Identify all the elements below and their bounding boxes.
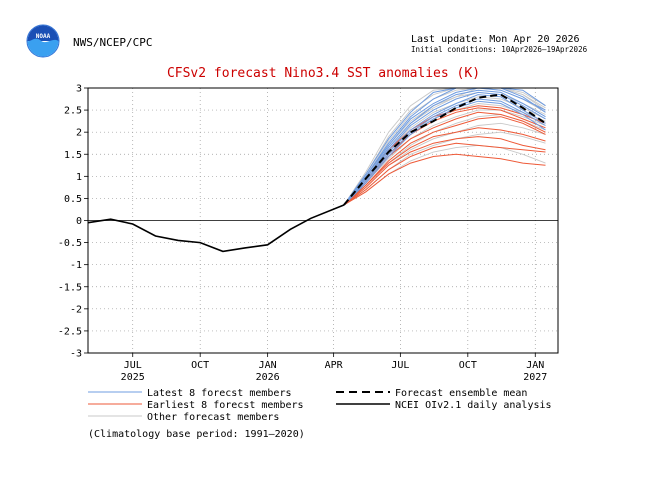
legend-label-latest: Latest 8 forecst members [147, 388, 292, 399]
legend-label-earliest: Earliest 8 forecst members [147, 400, 304, 411]
last-update: Last update: Mon Apr 20 2026 [411, 34, 580, 45]
x-tick-label-month: JAN [259, 360, 277, 371]
earliest-member-line [343, 127, 546, 206]
y-tick-label: 2.5 [64, 106, 82, 117]
y-tick-labels: -3 -2.5 -2 -1.5 -1 -0.5 0 0.5 1 1.5 2 2.5 3 [58, 84, 82, 360]
plot-frame [87, 87, 559, 354]
x-tick-label-year: 2027 [523, 372, 547, 383]
y-tick-label: 1 [76, 172, 82, 183]
y-tick-label: -2.5 [58, 326, 82, 337]
y-tick-label: 0.5 [64, 194, 82, 205]
org-label: NWS/NCEP/CPC [73, 36, 153, 49]
earliest-member-line [343, 153, 546, 206]
x-tick-label-month: OCT [459, 360, 477, 371]
latest-member-line [343, 87, 546, 206]
earliest-member-line [343, 107, 546, 206]
latest-member-line [343, 87, 546, 206]
noaa-logo-text: NOAA [36, 33, 51, 40]
latest-member-line [343, 98, 546, 206]
other-member-line [343, 87, 546, 206]
legend-label-analysis: NCEI OIv2.1 daily analysis [395, 400, 552, 411]
x-tick-label-month: JAN [526, 360, 544, 371]
analysis-line [87, 204, 345, 253]
y-tick-label: 0 [76, 216, 82, 227]
x-tick-label-year: 2025 [121, 372, 145, 383]
climatology-note: (Climatology base period: 1991—2020) [88, 429, 305, 440]
earliest-member-line [343, 136, 546, 206]
other-member-line [343, 91, 546, 206]
x-tick-label-month: JUL [124, 360, 142, 371]
ensemble-mean-line [343, 93, 547, 206]
x-tick-label-month: OCT [191, 360, 209, 371]
main-lines [87, 93, 547, 253]
latest-member-line [343, 89, 546, 206]
earliest-member-line [343, 142, 546, 206]
legend-label-mean: Forecast ensemble mean [395, 388, 527, 399]
x-tick-label-year: 2026 [256, 372, 280, 383]
y-tick-label: 1.5 [64, 150, 82, 161]
y-tick-label: 2 [76, 128, 82, 139]
y-tick-label: -3 [70, 349, 82, 360]
initial-conditions: Initial conditions: 10Apr2026–19Apr2026 [411, 45, 588, 54]
y-tick-label: -1.5 [58, 282, 82, 293]
y-tick-label: -2 [70, 304, 82, 315]
x-tick-label-month: APR [325, 360, 344, 371]
y-tick-label: -0.5 [58, 238, 82, 249]
latest-member-line [343, 87, 546, 206]
y-tick-label: -1 [70, 260, 82, 271]
earliest-member-line [343, 116, 546, 206]
x-tick-label-month: JUL [391, 360, 409, 371]
legend-label-other: Other forecast members [147, 412, 279, 423]
chart-title: CFSv2 forecast Nino3.4 SST anomalies (K) [166, 66, 481, 81]
y-tick-label: 3 [76, 84, 82, 95]
other-member-line [343, 109, 546, 206]
latest-member-line [343, 94, 546, 206]
noaa-logo: NOAA [26, 24, 60, 58]
forecast-members [343, 87, 546, 206]
